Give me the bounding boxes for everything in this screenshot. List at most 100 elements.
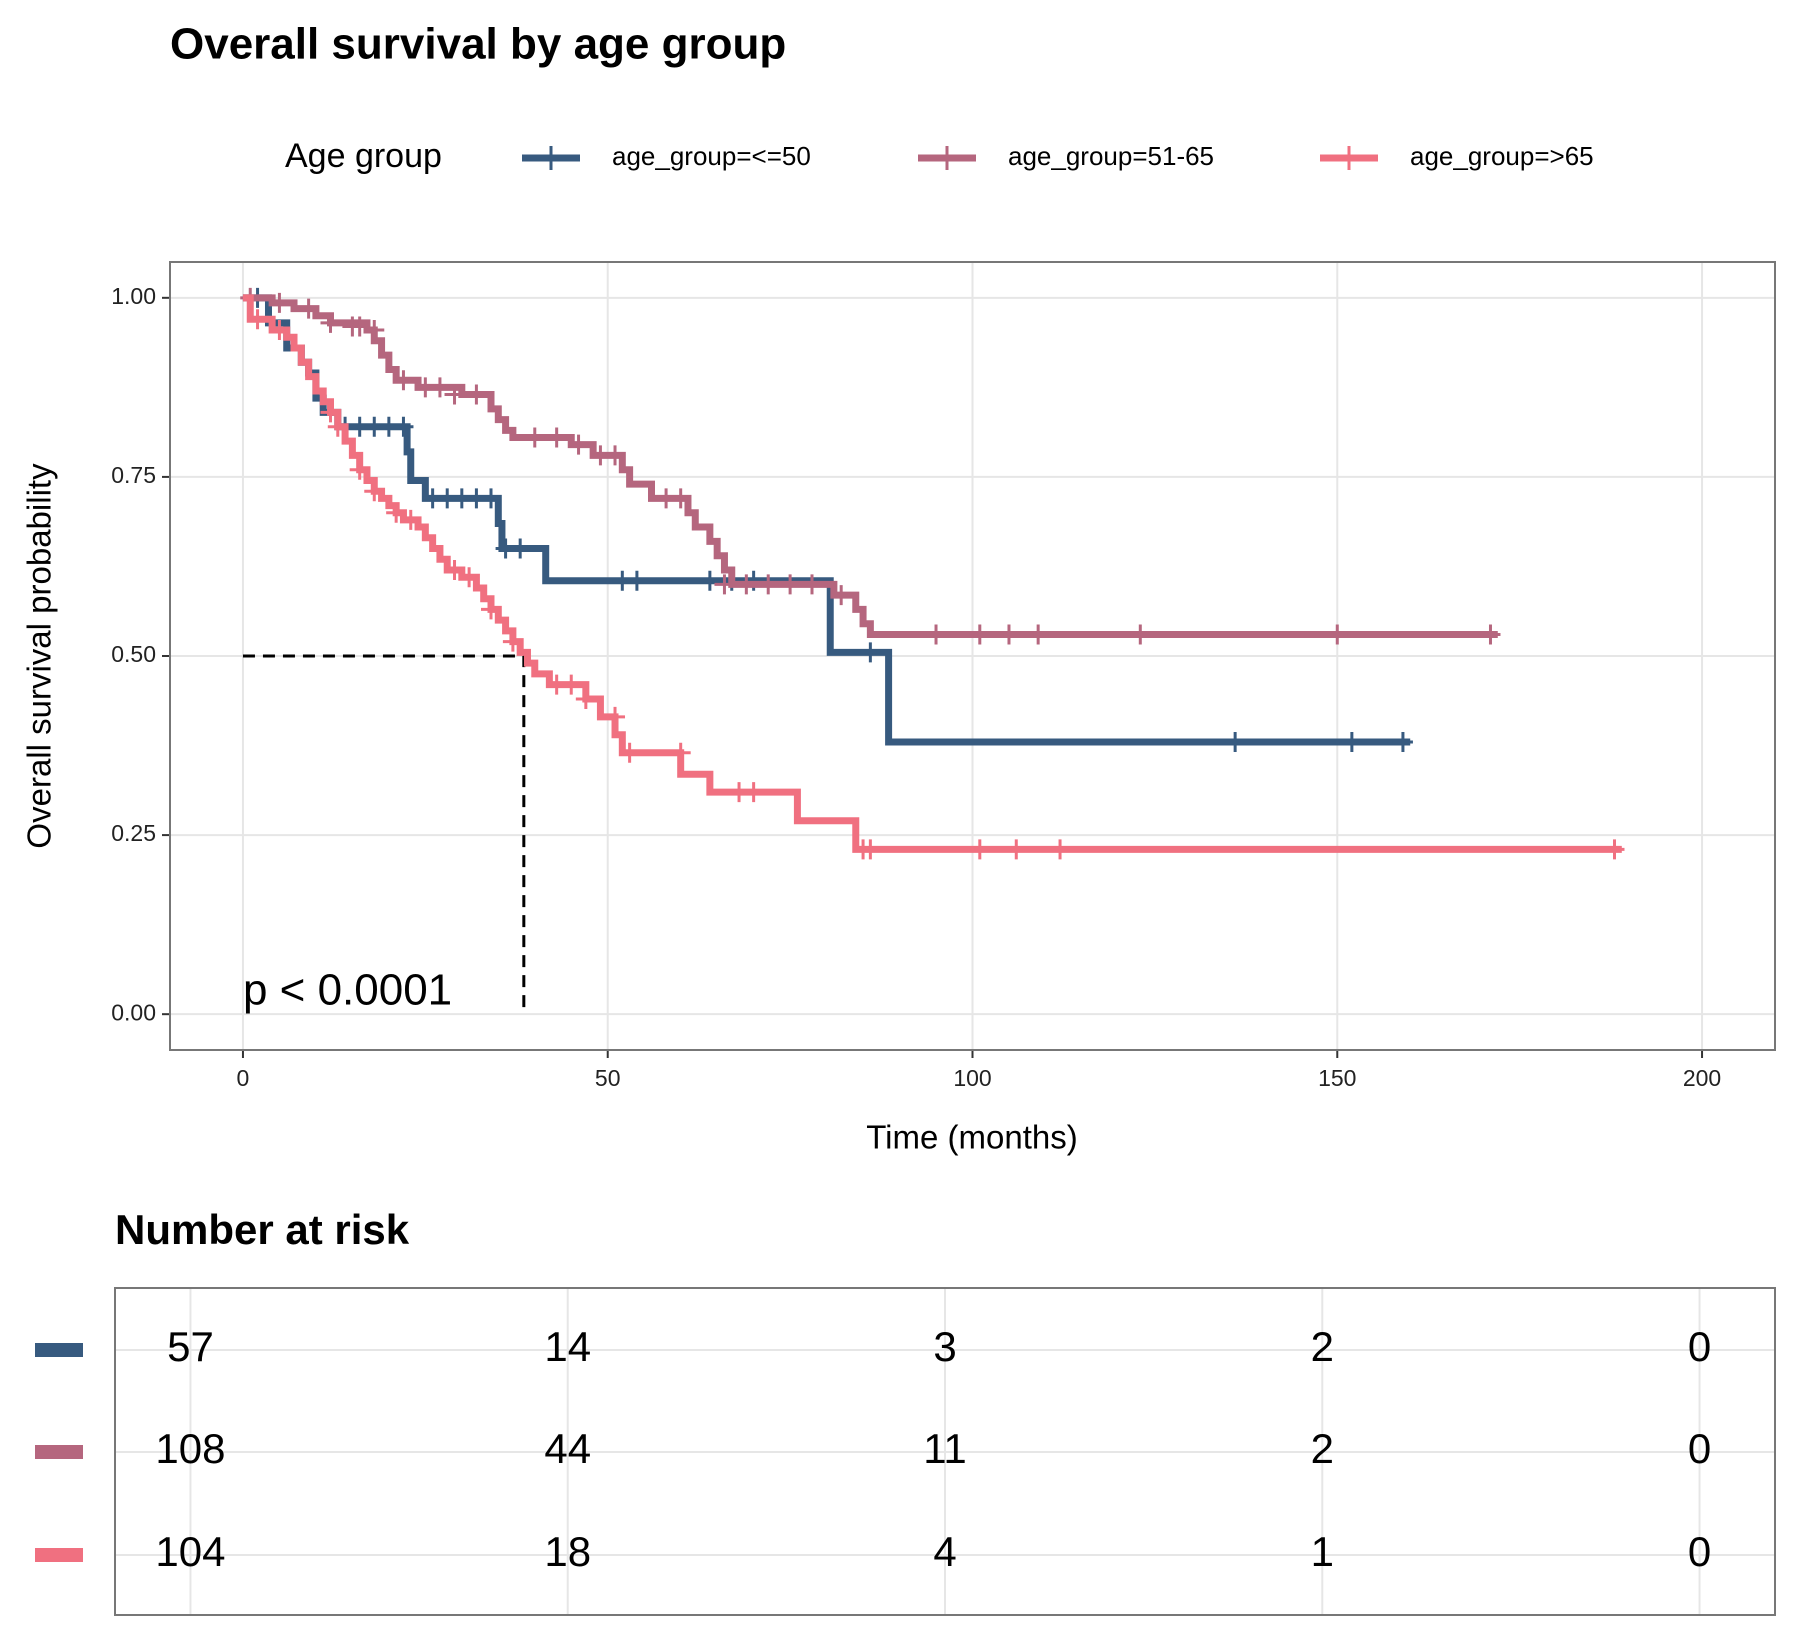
censor-mark: [1006, 839, 1027, 860]
censor-mark: [1604, 839, 1625, 860]
censor-mark: [670, 488, 691, 509]
survival-curve: [242, 294, 1498, 639]
censor-mark: [349, 316, 370, 337]
plot-panel: [169, 261, 1776, 1051]
legend-swatch-cross: [935, 146, 959, 170]
censor-mark: [969, 624, 990, 645]
censor-mark: [269, 292, 290, 313]
censor-mark: [575, 688, 596, 709]
legend-title: Age group: [285, 137, 442, 175]
risk-count: 104: [155, 1528, 225, 1575]
median-line: [242, 654, 526, 1015]
x-tick-label: 50: [595, 1065, 621, 1091]
censor-mark: [481, 488, 501, 509]
censor-mark: [1327, 624, 1348, 645]
p-value: p < 0.0001: [243, 965, 452, 1014]
risk-count: 0: [1688, 1528, 1711, 1575]
risk-count: 14: [544, 1323, 591, 1370]
chart-title: Overall survival by age group: [170, 20, 786, 69]
censor-mark: [247, 309, 268, 330]
censor-mark: [349, 459, 370, 480]
legend-label: age_group=51-65: [1008, 141, 1214, 171]
censor-mark: [802, 574, 822, 595]
censor-mark: [364, 481, 385, 502]
censor-mark: [510, 538, 531, 559]
risk-count: 0: [1688, 1425, 1711, 1472]
censor-mark: [459, 567, 480, 588]
censor-mark: [758, 574, 779, 595]
survival-curve: [242, 294, 1622, 853]
censor-mark: [626, 570, 647, 591]
risk-count: 108: [155, 1425, 225, 1472]
censor-mark: [546, 427, 567, 448]
x-tick-label: 100: [953, 1065, 991, 1091]
y-tick-label: 0.25: [111, 820, 156, 846]
censor-mark: [998, 624, 1019, 645]
legend-label: age_group=<=50: [612, 141, 811, 171]
risk-count: 3: [933, 1323, 956, 1370]
censor-mark: [320, 312, 341, 333]
censor-mark: [860, 642, 881, 663]
censor-mark: [393, 416, 414, 437]
risk-table-title: Number at risk: [115, 1206, 410, 1253]
censor-mark: [1392, 731, 1413, 752]
risk-table-box: [114, 1287, 1776, 1616]
y-tick-label: 1.00: [111, 283, 156, 309]
censor-mark: [926, 624, 947, 645]
censor-mark: [1050, 839, 1071, 860]
censor-mark: [605, 445, 626, 466]
censor-mark: [699, 570, 720, 591]
risk-count: 0: [1688, 1323, 1711, 1370]
risk-count: 44: [544, 1425, 591, 1472]
censor-mark: [298, 298, 319, 319]
y-tick-label: 0.00: [111, 999, 156, 1025]
y-axis-label: Overall survival probability: [21, 463, 58, 849]
censor-mark: [320, 402, 341, 423]
risk-count: 4: [933, 1528, 956, 1575]
x-axis-label: Time (months): [866, 1119, 1077, 1156]
censor-mark: [670, 742, 691, 763]
censor-mark: [1341, 731, 1362, 752]
risk-count: 1: [1311, 1528, 1334, 1575]
legend-swatch-cross: [1337, 146, 1361, 170]
censor-mark: [364, 320, 385, 341]
censor-mark: [780, 574, 801, 595]
risk-count: 2: [1311, 1323, 1334, 1370]
x-tick-label: 0: [237, 1065, 250, 1091]
censor-mark: [831, 585, 852, 606]
censor-mark: [400, 509, 421, 530]
censor-mark: [429, 377, 450, 398]
censor-mark: [1225, 731, 1246, 752]
censor-mark: [969, 839, 990, 860]
y-tick-label: 0.75: [111, 462, 156, 488]
risk-count: 57: [167, 1323, 214, 1370]
censor-mark: [605, 706, 626, 727]
x-tick-label: 150: [1318, 1065, 1356, 1091]
censor-mark: [524, 427, 545, 448]
censor-mark: [714, 574, 735, 595]
legend-label: age_group=>65: [1410, 141, 1594, 171]
censor-mark: [444, 384, 465, 405]
censor-mark: [1480, 624, 1501, 645]
legend-swatch-cross: [539, 146, 563, 170]
censor-mark: [1028, 624, 1049, 645]
censor-mark: [743, 782, 764, 803]
censor-mark: [1130, 624, 1151, 645]
censor-mark: [393, 370, 414, 391]
risk-count: 18: [544, 1528, 591, 1575]
censor-mark: [466, 384, 487, 405]
censor-mark: [269, 320, 290, 341]
censor-mark: [386, 502, 407, 523]
censor-mark: [327, 416, 348, 437]
censor-mark: [481, 599, 501, 620]
risk-count: 11: [923, 1425, 967, 1472]
censor-mark: [568, 434, 589, 455]
y-tick-label: 0.50: [111, 641, 156, 667]
censor-mark: [561, 674, 582, 695]
censor-mark: [736, 574, 757, 595]
censor-mark: [619, 742, 640, 763]
censor-mark: [444, 560, 465, 581]
risk-count: 2: [1311, 1425, 1334, 1472]
x-tick-label: 200: [1683, 1065, 1721, 1091]
